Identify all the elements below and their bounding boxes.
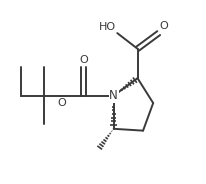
Text: O: O — [159, 21, 167, 31]
Text: HO: HO — [99, 22, 116, 32]
Text: O: O — [57, 98, 66, 108]
Text: N: N — [109, 89, 117, 102]
Text: O: O — [78, 55, 87, 65]
